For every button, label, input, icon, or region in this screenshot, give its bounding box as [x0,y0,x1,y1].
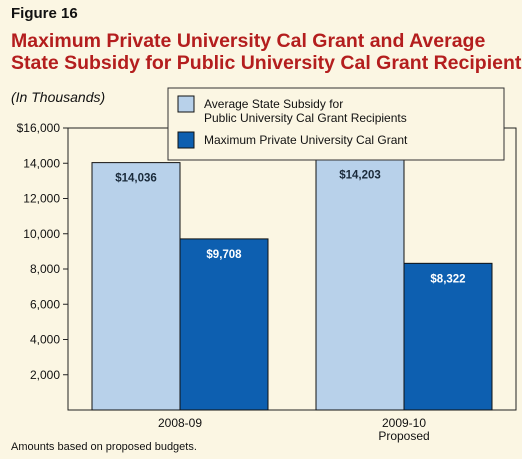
y-tick-label: 4,000 [30,333,60,347]
axis-layer: 2,000 4,000 6,000 8,000 10,000 12,000 14,000 $1… [17,121,517,443]
y-tick-label: 14,000 [23,156,60,170]
y-tick-label: 6,000 [30,297,60,311]
chart-title-line-2: State Subsidy for Public University Cal … [11,52,522,74]
footnote: Amounts based on proposed budgets. [11,441,197,453]
y-tick-label: 10,000 [23,227,60,241]
data-label: $14,203 [339,170,381,182]
legend-label: Average State Subsidy for [204,97,343,111]
bar-state-subsidy [91,162,181,411]
bar-layer: $14,036 $9,708 $14,203 $8,322 [91,159,493,411]
chart-title: Maximum Private University Cal Grant and… [11,30,522,74]
x-category-label: Proposed [378,429,429,443]
legend-label: Maximum Private University Cal Grant [204,133,408,147]
data-label: $9,708 [206,249,242,261]
bar-private-grant [403,262,493,411]
data-label: $8,322 [430,273,465,285]
y-tick-label: 12,000 [23,192,60,206]
legend-swatch [177,95,195,113]
x-category-label: 2008-09 [158,416,202,430]
legend-box [167,87,505,161]
figure-label: Figure 16 [11,5,78,22]
bar-private-grant [179,238,269,411]
y-tick-label: 8,000 [30,262,60,276]
legend-swatch [177,131,195,149]
chart-title-line-1: Maximum Private University Cal Grant and… [11,30,486,52]
x-category-label: 2009-10 [382,416,426,430]
legend-label: Public University Cal Grant Recipients [204,111,407,125]
data-label: $14,036 [115,173,157,185]
bar-state-subsidy [315,159,405,411]
y-tick-label: 2,000 [30,368,60,382]
units-note: (In Thousands) [11,89,106,105]
y-tick-label: $16,000 [17,121,61,135]
